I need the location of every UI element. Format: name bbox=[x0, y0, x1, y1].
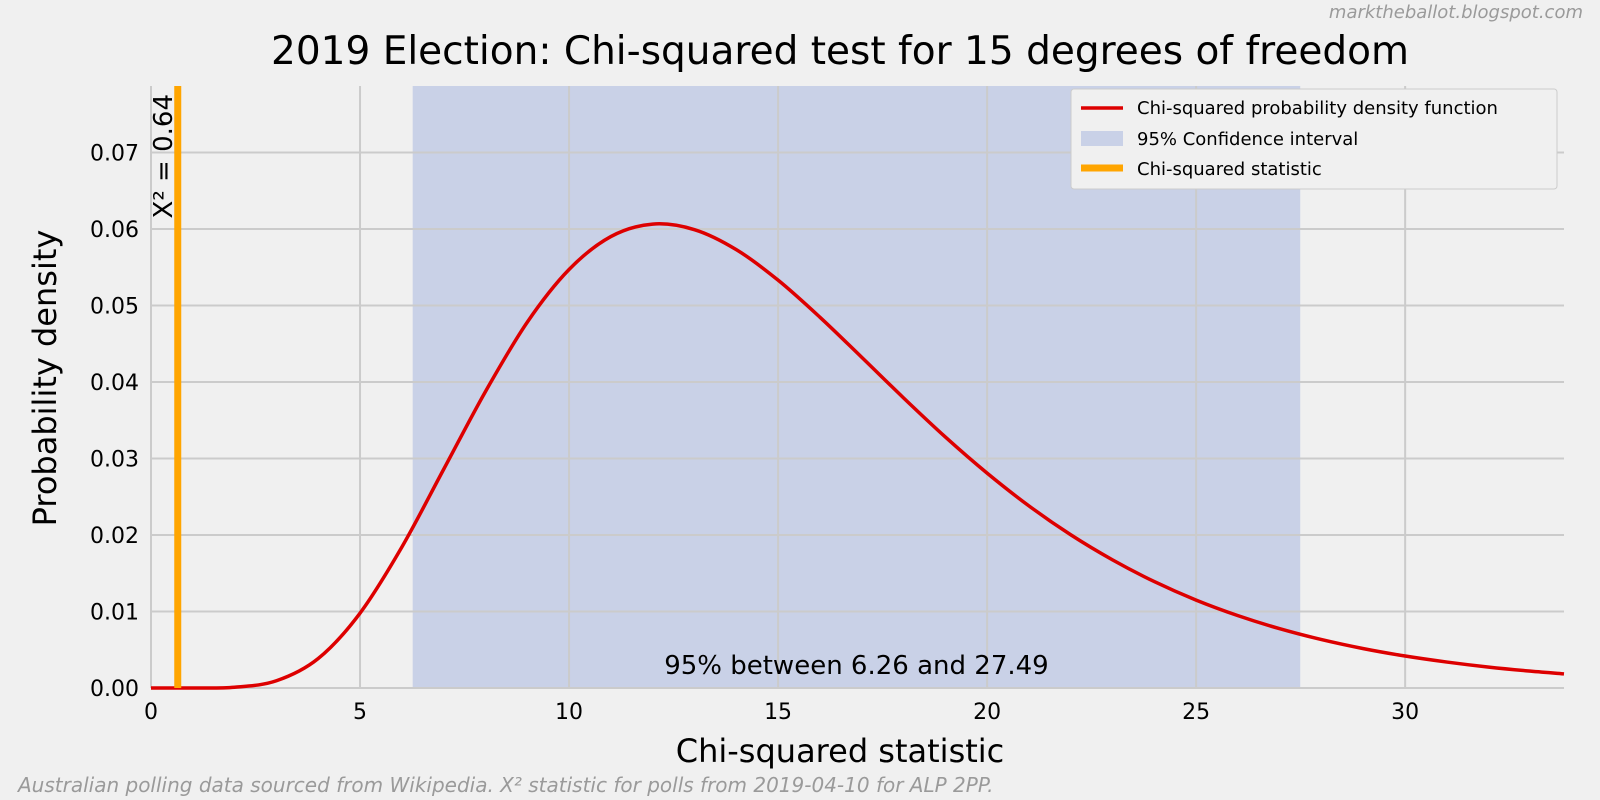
legend-swatch-ci bbox=[1081, 131, 1123, 146]
series-layer bbox=[150, 222, 1565, 690]
y-tick-label: 0.05 bbox=[90, 295, 139, 320]
y-tick-label: 0.04 bbox=[90, 371, 139, 396]
x-tick-label: 10 bbox=[555, 700, 583, 725]
y-tick-label: 0.00 bbox=[90, 677, 139, 702]
legend: Chi-squared probability density function… bbox=[1070, 88, 1558, 190]
x-tick-label: 30 bbox=[1391, 700, 1419, 725]
x-tick-label: 25 bbox=[1182, 700, 1210, 725]
ticks-layer: 0 5 10 15 20 25 30 0.00 0.01 0.02 0.03 0.04 0.05 0.06… bbox=[90, 142, 1419, 725]
y-tick-label: 0.01 bbox=[90, 601, 139, 626]
y-axis-label: Probability density bbox=[26, 230, 64, 527]
x-tick-label: 15 bbox=[764, 700, 792, 725]
x-tick-label: 20 bbox=[973, 700, 1001, 725]
legend-frame bbox=[1070, 88, 1558, 190]
footnote: Australian polling data sourced from Wik… bbox=[16, 773, 994, 797]
y-tick-label: 0.06 bbox=[90, 218, 139, 243]
legend-label-pdf: Chi-squared probability density function bbox=[1137, 98, 1498, 119]
pdf-series-line bbox=[150, 222, 1565, 690]
y-tick-label: 0.02 bbox=[90, 524, 139, 549]
legend-label-ci: 95% Confidence interval bbox=[1137, 129, 1358, 150]
watermark: marktheballot.blogspot.com bbox=[1329, 2, 1583, 23]
x-tick-label: 0 bbox=[144, 700, 158, 725]
x-axis-label: Chi-squared statistic bbox=[676, 732, 1005, 770]
y-tick-label: 0.07 bbox=[90, 142, 139, 167]
y-tick-label: 0.03 bbox=[90, 448, 139, 473]
confidence-interval-annotation: 95% between 6.26 and 27.49 bbox=[664, 651, 1049, 681]
statistic-annotation: X² = 0.64 bbox=[149, 94, 179, 218]
x-tick-label: 5 bbox=[353, 700, 367, 725]
legend-label-statistic: Chi-squared statistic bbox=[1137, 159, 1322, 180]
chart-title: 2019 Election: Chi-squared test for 15 d… bbox=[271, 29, 1409, 74]
